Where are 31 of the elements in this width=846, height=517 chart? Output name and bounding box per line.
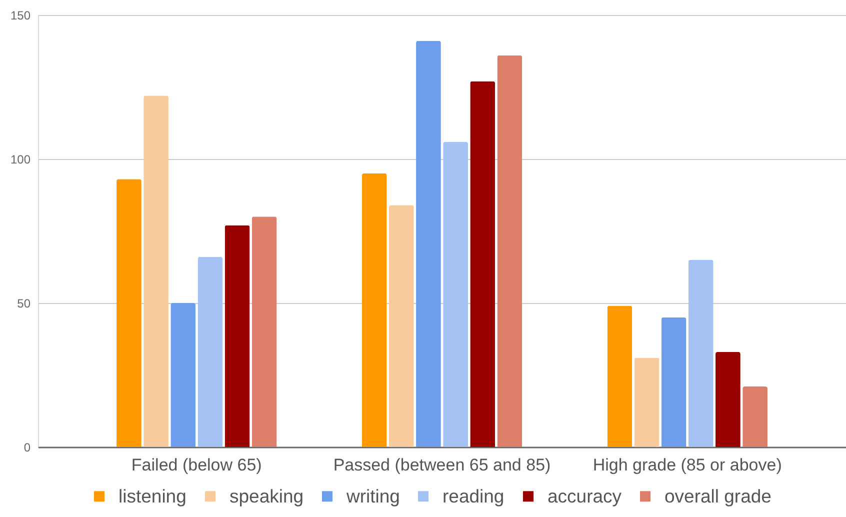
y-tick-label: 100 [10,152,31,166]
bar [388,205,414,447]
legend-label: writing [346,485,400,506]
y-tick-label: 0 [24,440,31,454]
bar [742,386,768,447]
bar [661,317,686,447]
bar [116,179,142,447]
bar [688,260,714,447]
bar [716,352,740,447]
bar [224,225,250,447]
legend-label: accuracy [548,485,622,506]
bar [198,256,223,447]
x-tick-label: Failed (below 65) [131,456,262,474]
bar [470,81,496,447]
x-tick-label: High grade (85 or above) [592,456,782,474]
legend-label: speaking [230,485,304,506]
bar [144,96,168,447]
bar [634,358,660,447]
bar [252,216,277,447]
y-tick-label: 150 [10,8,31,22]
bar [607,306,632,447]
legend-label: overall grade [664,485,772,506]
bar [497,55,522,447]
bar [170,303,196,447]
x-tick-label: Passed (between 65 and 85) [333,456,551,474]
y-tick-label: 50 [17,296,31,310]
legend-label: reading [442,485,504,506]
bar [362,173,387,447]
bar [443,142,468,447]
legend-label: listening [118,485,186,506]
bar [416,40,441,447]
